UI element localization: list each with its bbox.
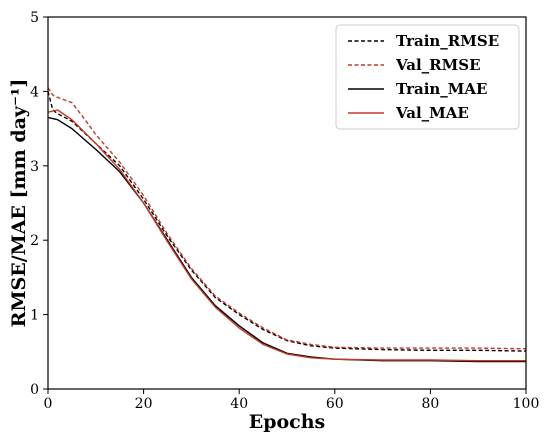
x-axis-title: Epochs (249, 411, 326, 433)
plot-area (47, 16, 527, 390)
x-tick-label: 80 (421, 396, 439, 412)
x-tick-label: 20 (135, 396, 153, 412)
x-axis: 0 20 40 60 80 100 (44, 389, 540, 412)
series-layer (47, 87, 527, 363)
legend-label: Train_RMSE (396, 32, 499, 50)
series-line-train-mae (47, 116, 526, 363)
y-tick-label: 1 (30, 308, 39, 324)
y-tick-label: 2 (30, 233, 39, 249)
plot-frame (47, 16, 527, 390)
series-line-val-mae (47, 109, 526, 362)
legend-box (335, 24, 520, 130)
y-axis: 0 1 2 3 4 5 (30, 10, 48, 398)
y-tick-label: 5 (30, 10, 39, 26)
x-tick-label: 100 (513, 396, 540, 412)
y-tick-label: 0 (30, 382, 39, 398)
legend-label: Train_MAE (396, 80, 487, 98)
y-tick-label: 4 (30, 84, 39, 100)
legend: Train_RMSE Val_RMSE Train_MAE Val_MAE (335, 24, 520, 130)
legend-label: Val_MAE (395, 104, 469, 122)
series-line-val-rmse (47, 87, 527, 350)
x-tick-label: 40 (230, 396, 248, 412)
x-tick-label: 60 (326, 396, 344, 412)
x-tick-label: 0 (44, 396, 53, 412)
legend-label: Val_RMSE (395, 56, 481, 74)
y-axis-title: RMSE/MAE [mm day⁻¹] (8, 79, 30, 328)
y-tick-label: 3 (30, 159, 39, 175)
series-line-train-rmse (47, 91, 527, 352)
